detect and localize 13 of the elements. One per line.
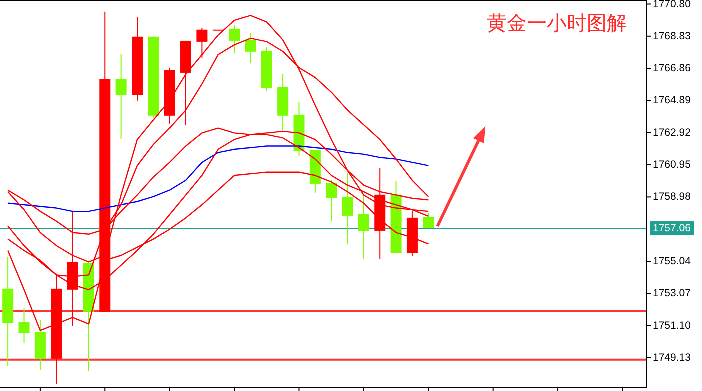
y-tick-label: 1764.89 [653, 94, 692, 107]
y-tick-label: 1749.13 [653, 352, 692, 364]
y-tick-label: 1762.92 [653, 126, 692, 139]
y-tick-label: 1766.86 [653, 62, 692, 75]
ref-line-label: 1757.06 [653, 222, 692, 235]
y-tick-label: 1753.07 [653, 288, 692, 300]
y-tick-label: 1768.83 [653, 30, 692, 42]
text: 黄金一小时图解 [487, 13, 627, 35]
y-tick-label: 1770.80 [653, 0, 692, 10]
y-tick-label: 1755.04 [653, 255, 692, 268]
y-tick-label: 1760.95 [653, 159, 692, 172]
y-tick-label: 1758.98 [653, 191, 692, 204]
y-tick-label: 1751.10 [653, 320, 692, 332]
